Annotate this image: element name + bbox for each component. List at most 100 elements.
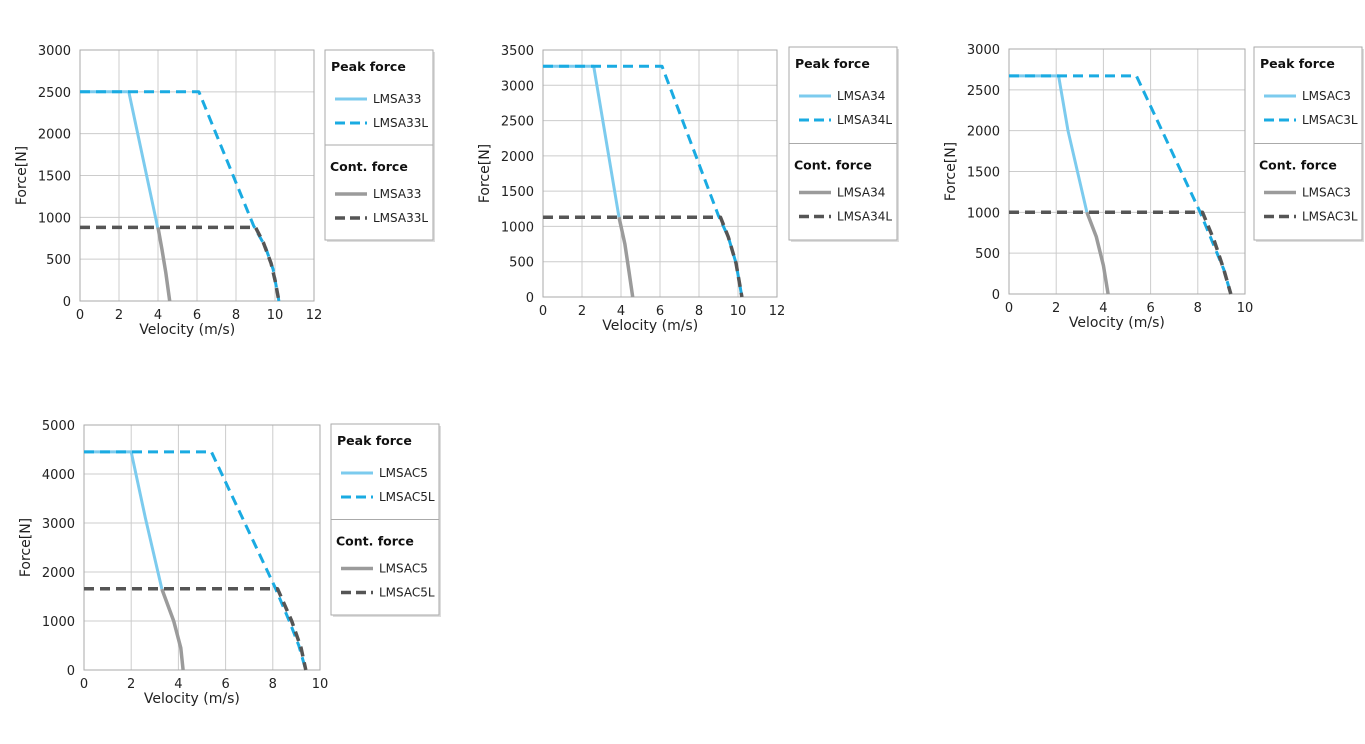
x-tick-label: 0 <box>1005 301 1013 316</box>
x-tick-label: 0 <box>80 677 88 692</box>
series-line-lmsa34-peak <box>543 64 621 218</box>
y-tick-label: 2000 <box>38 128 71 143</box>
x-axis-title: Velocity (m/s) <box>602 318 698 334</box>
y-tick-label: 2500 <box>501 115 534 130</box>
legend: Peak force Cont. force LMSA34 LMSA34L LMSA34… <box>788 46 899 242</box>
y-tick-label: 2500 <box>967 84 1000 99</box>
x-tick-label: 10 <box>730 304 747 319</box>
y-tick-label: 1500 <box>501 185 534 200</box>
plot-frame <box>83 424 321 671</box>
x-tick-label: 8 <box>269 677 277 692</box>
legend-label: LMSAC5 <box>379 466 428 480</box>
y-tick-label: 500 <box>46 253 71 268</box>
x-tick-label: 0 <box>539 304 547 319</box>
y-tick-label: 2000 <box>967 125 1000 140</box>
series-line-lmsa33-cont <box>156 227 172 302</box>
y-tick-label: 4000 <box>42 468 75 483</box>
plot-frame <box>542 49 778 298</box>
x-tick-label: 4 <box>617 304 625 319</box>
y-tick-label: 5000 <box>42 419 75 434</box>
x-tick-label: 10 <box>1237 301 1254 316</box>
series-line-lmsa33l-cont <box>80 225 281 302</box>
legend-label: LMSAC3 <box>1302 89 1351 103</box>
y-axis-title: Force[N] <box>14 146 30 205</box>
x-tick-label: 2 <box>578 304 586 319</box>
x-tick-label: 8 <box>695 304 703 319</box>
legend-label: LMSAC5L <box>379 586 435 600</box>
chart-1: 0 2 4 6 8 10 12 0 500 1000 1500 2000 2500 3000 Velocit… <box>14 44 435 338</box>
legend-label: LMSA34 <box>837 89 885 103</box>
legend-heading-peak: Peak force <box>337 433 412 448</box>
x-tick-label: 2 <box>1052 301 1060 316</box>
x-tick-label: 6 <box>193 308 201 323</box>
x-axis-title: Velocity (m/s) <box>139 322 235 338</box>
x-tick-label: 4 <box>154 308 162 323</box>
series-line-lmsa34-cont <box>617 216 635 298</box>
y-tick-label: 0 <box>992 288 1000 303</box>
y-tick-label: 2000 <box>42 566 75 581</box>
series-line-lmsac3l-cont <box>1009 210 1233 295</box>
x-tick-label: 8 <box>1194 301 1202 316</box>
y-tick-label: 500 <box>975 247 1000 262</box>
legend-label: LMSAC3L <box>1302 210 1358 224</box>
y-tick-label: 3000 <box>42 517 75 532</box>
y-tick-label: 1500 <box>967 166 1000 181</box>
x-tick-label: 8 <box>232 308 240 323</box>
y-tick-label: 1000 <box>42 615 75 630</box>
legend-heading-peak: Peak force <box>1260 56 1335 71</box>
y-tick-label: 1500 <box>38 170 71 185</box>
legend-heading-cont: Cont. force <box>1259 158 1337 173</box>
y-axis-title: Force[N] <box>943 142 959 201</box>
x-tick-label: 10 <box>312 677 329 692</box>
y-tick-label: 1000 <box>38 211 71 226</box>
y-tick-label: 3000 <box>967 43 1000 58</box>
legend-label: LMSAC5 <box>379 562 428 576</box>
plot-frame <box>79 49 315 302</box>
series-line-lmsa34l-cont <box>543 215 744 298</box>
legend-label: LMSA33L <box>373 211 428 225</box>
legend-label: LMSA34L <box>837 210 892 224</box>
x-axis-title: Velocity (m/s) <box>144 691 240 707</box>
y-tick-label: 500 <box>509 256 534 271</box>
legend-label: LMSAC3 <box>1302 186 1351 200</box>
legend: Peak force Cont. force LMSA33 LMSA33L LMSA33… <box>324 49 435 242</box>
legend-label: LMSAC5L <box>379 490 435 504</box>
y-tick-label: 3500 <box>501 44 534 59</box>
x-tick-label: 2 <box>115 308 123 323</box>
legend-label: LMSA33 <box>373 92 421 106</box>
legend-heading-cont: Cont. force <box>336 534 414 549</box>
y-tick-label: 0 <box>526 291 534 306</box>
y-tick-label: 1000 <box>501 220 534 235</box>
x-tick-label: 0 <box>76 308 84 323</box>
legend-heading-cont: Cont. force <box>330 159 408 174</box>
x-axis-title: Velocity (m/s) <box>1069 315 1165 331</box>
y-axis-title: Force[N] <box>477 144 493 203</box>
legend-heading-peak: Peak force <box>795 56 870 71</box>
y-tick-label: 3000 <box>38 44 71 59</box>
x-tick-label: 12 <box>306 308 323 323</box>
plot-frame <box>1008 48 1246 295</box>
y-tick-label: 2500 <box>38 86 71 101</box>
x-tick-label: 4 <box>174 677 182 692</box>
legend-label: LMSA34 <box>837 186 885 200</box>
series-line-lmsac3-peak <box>1009 74 1089 213</box>
y-tick-label: 2000 <box>501 150 534 165</box>
legend-label: LMSA34L <box>837 113 892 127</box>
series-line-lmsac5-peak <box>84 450 164 590</box>
series-line-lmsac3-cont <box>1085 211 1110 295</box>
series-line-lmsa33l-peak <box>80 90 281 302</box>
legend-label: LMSA33L <box>373 116 428 130</box>
y-tick-label: 1000 <box>967 206 1000 221</box>
chart-2: 0 2 4 6 8 10 12 0 500 1000 1500 2000 2500 3000 3500 Vel… <box>477 44 899 334</box>
series-line-lmsac5l-cont <box>84 586 308 671</box>
legend-label: LMSAC3L <box>1302 113 1358 127</box>
x-tick-label: 10 <box>267 308 284 323</box>
x-tick-label: 6 <box>1146 301 1154 316</box>
y-axis-title: Force[N] <box>18 518 34 577</box>
x-tick-label: 12 <box>769 304 786 319</box>
legend-label: LMSA33 <box>373 187 421 201</box>
x-tick-label: 6 <box>221 677 229 692</box>
y-tick-label: 3000 <box>501 79 534 94</box>
series-line-lmsa34l-peak <box>543 64 744 298</box>
